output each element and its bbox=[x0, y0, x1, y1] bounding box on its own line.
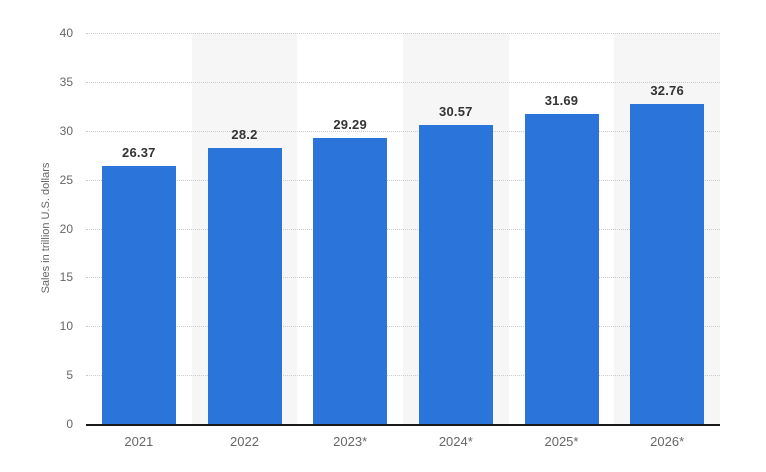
y-axis-tick-label: 0 bbox=[66, 417, 73, 431]
bar-value-label: 29.29 bbox=[333, 116, 367, 132]
bar-value-label: 30.57 bbox=[439, 104, 473, 120]
y-axis-tick-label: 5 bbox=[66, 368, 73, 383]
bar-2021[interactable] bbox=[101, 166, 176, 424]
bar-value-label: 31.69 bbox=[544, 93, 579, 109]
gridline bbox=[86, 277, 720, 279]
y-axis-tick-label: 40 bbox=[59, 26, 73, 40]
x-axis-tick-label: 2024* bbox=[438, 434, 473, 449]
gridline bbox=[86, 326, 720, 328]
bar-2025*[interactable] bbox=[524, 114, 599, 424]
bar-2023*[interactable] bbox=[313, 137, 388, 424]
gridline bbox=[86, 33, 720, 34]
y-axis-tick-label: 25 bbox=[59, 172, 73, 187]
y-axis-tick-label: 20 bbox=[59, 221, 73, 236]
y-axis-tick-label: 10 bbox=[59, 319, 73, 334]
x-axis-tick-label: 2023* bbox=[333, 434, 368, 449]
y-axis-tick-label: 15 bbox=[59, 270, 73, 285]
bar-value-label: 26.37 bbox=[122, 145, 156, 161]
gridline bbox=[86, 179, 720, 181]
x-axis-tick-label: 2022 bbox=[230, 434, 259, 449]
plot-area: 26.37 28.2 29.29 30.57 31.69 32.76 bbox=[86, 33, 720, 426]
gridline bbox=[86, 130, 720, 132]
x-axis-tick-label: 2025* bbox=[544, 434, 579, 449]
bar-value-label: 32.76 bbox=[650, 82, 684, 98]
gridline bbox=[86, 81, 720, 83]
x-axis-tick-label: 2026* bbox=[650, 434, 685, 449]
bar-2026*[interactable] bbox=[630, 103, 705, 424]
y-axis-tick-label: 30 bbox=[59, 123, 73, 138]
x-axis-line bbox=[86, 424, 720, 426]
bar-2022[interactable] bbox=[207, 148, 282, 424]
bar-value-label: 28.2 bbox=[231, 127, 258, 143]
gridline bbox=[86, 375, 720, 377]
y-axis-tick-label: 35 bbox=[59, 74, 73, 89]
gridline bbox=[86, 228, 720, 230]
bar-2024*[interactable] bbox=[418, 125, 493, 424]
x-axis-tick-label: 2021 bbox=[124, 434, 154, 449]
